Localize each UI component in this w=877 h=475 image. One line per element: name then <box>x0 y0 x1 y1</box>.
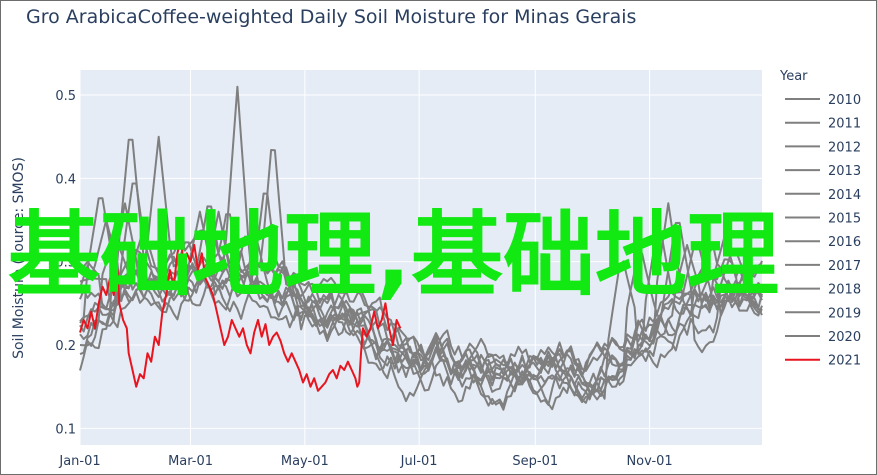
legend-item-2011[interactable]: 2011 <box>785 117 861 132</box>
legend-item-2017[interactable]: 2017 <box>785 259 861 274</box>
legend-item-2013[interactable]: 2013 <box>785 164 861 179</box>
chart-title: Gro ArabicaCoffee-weighted Daily Soil Mo… <box>26 6 636 28</box>
legend-title: Year <box>779 69 808 84</box>
legend-label: 2014 <box>828 188 861 203</box>
legend-label: 2015 <box>828 212 861 227</box>
legend-item-2019[interactable]: 2019 <box>785 306 861 321</box>
legend-label: 2018 <box>828 283 861 298</box>
legend-item-2015[interactable]: 2015 <box>785 212 861 227</box>
series-line-2019 <box>79 202 763 396</box>
series-layer <box>79 85 763 411</box>
y-tick-label: 0.2 <box>55 339 76 354</box>
y-tick-label: 0.4 <box>55 172 76 187</box>
y-tick-label: 0.1 <box>55 422 76 437</box>
legend-label: 2010 <box>828 93 861 108</box>
x-tick-label: May-01 <box>281 454 329 469</box>
legend-item-2020[interactable]: 2020 <box>785 330 861 345</box>
legend-label: 2021 <box>828 354 861 369</box>
legend-label: 2012 <box>828 140 861 155</box>
legend-item-2016[interactable]: 2016 <box>785 235 861 250</box>
x-tick-label: Sep-01 <box>512 454 558 469</box>
legend-item-2021[interactable]: 2021 <box>785 354 861 369</box>
series-line-2018 <box>79 202 763 411</box>
watermark-text: 基础地理,基础地理 <box>8 202 779 309</box>
legend-label: 2017 <box>828 259 861 274</box>
series-line-2021 <box>79 235 402 392</box>
legend-label: 2019 <box>828 306 861 321</box>
x-tick-label: Jan-01 <box>58 454 100 469</box>
y-tick-label: 0.5 <box>55 89 76 104</box>
series-line-2017 <box>79 229 763 411</box>
x-tick-label: Nov-01 <box>626 454 672 469</box>
legend-item-2018[interactable]: 2018 <box>785 283 861 298</box>
series-line-2020 <box>79 182 763 378</box>
series-line-2012 <box>79 135 763 404</box>
gridlines <box>79 70 762 445</box>
y-tick-label: 0.3 <box>55 256 76 271</box>
legend-label: 2013 <box>828 164 861 179</box>
legend-label: 2011 <box>828 117 861 132</box>
series-line-2010 <box>79 138 763 403</box>
series-line-2014 <box>79 249 763 386</box>
legend-label: 2020 <box>828 330 861 345</box>
legend-item-2014[interactable]: 2014 <box>785 188 861 203</box>
legend-item-2012[interactable]: 2012 <box>785 140 861 155</box>
legend-item-2010[interactable]: 2010 <box>785 93 861 108</box>
axis-ticks: 0.1 0.2 0.3 0.4 0.5 Jan-01 Mar-01 May-01 Jul-01 S… <box>55 89 672 469</box>
legend[interactable]: 2010 2011 2012 2013 2014 2015 2016 2017 2018 2019… <box>785 93 861 369</box>
x-tick-label: Mar-01 <box>168 454 213 469</box>
x-tick-label: Jul-01 <box>400 454 438 469</box>
series-line-2015 <box>79 205 763 407</box>
legend-label: 2016 <box>828 235 861 250</box>
y-axis-title: Soil Moisture (source: SMOS) <box>11 157 27 359</box>
